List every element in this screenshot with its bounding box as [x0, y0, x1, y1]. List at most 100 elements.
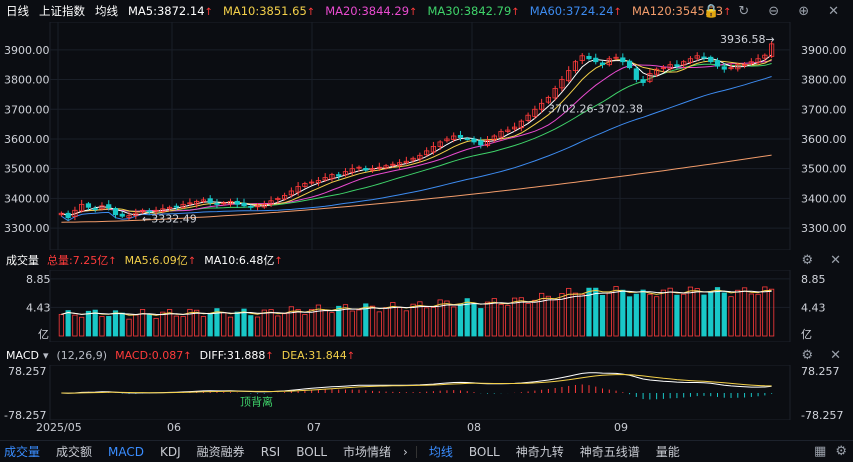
candle-body: [187, 202, 193, 205]
plus-icon[interactable]: ⊕: [798, 3, 810, 19]
gear-icon[interactable]: ⚙: [801, 347, 814, 363]
lock-icon[interactable]: 🔒: [703, 3, 720, 19]
ma5-value: MA5:3872.14↑: [128, 4, 213, 18]
volume-bar: [173, 315, 179, 337]
candle-body: [153, 209, 159, 212]
volume-bar: [214, 308, 220, 337]
volume-bar: [654, 296, 660, 337]
candle-body: [532, 108, 538, 117]
candle-body: [275, 197, 281, 200]
minus-icon[interactable]: ⊖: [768, 3, 780, 19]
volume-bar: [471, 303, 477, 337]
volume-bar: [106, 316, 112, 337]
candle-body: [769, 43, 775, 57]
tab-energy[interactable]: 量能: [655, 445, 680, 459]
tab-magic-five[interactable]: 神奇五线谱: [579, 445, 640, 459]
tab-macd[interactable]: MACD: [108, 444, 145, 459]
candle-body: [268, 200, 274, 205]
macd-chart[interactable]: 78.257 -78.257 78.257 -78.257 顶背离: [0, 365, 853, 420]
volume-bar: [329, 312, 335, 337]
volume-bar: [451, 306, 457, 337]
candle-body: [227, 200, 234, 205]
volume-bar: [613, 286, 619, 337]
volume-bar: [708, 291, 714, 337]
volume-bar: [660, 289, 666, 337]
volume-bar: [281, 313, 288, 337]
volume-bar: [261, 309, 267, 337]
price-tick-left: 3500.00: [4, 163, 50, 176]
volume-bar: [484, 301, 491, 337]
tab-sentiment[interactable]: 市场情绪: [343, 445, 392, 459]
candle-body: [755, 58, 761, 63]
candle-body: [552, 88, 558, 99]
ma-label[interactable]: 均线: [95, 4, 118, 18]
candle-body: [721, 66, 727, 70]
candle-body: [640, 79, 646, 83]
volume-bar: [559, 293, 565, 337]
volume-unit-right: 亿: [801, 328, 812, 341]
tab-rsi[interactable]: RSI: [260, 444, 281, 459]
macd-header: MACD ▾ (12,26,9) MACD:0.087↑ DIFF:31.888…: [0, 346, 853, 364]
tab-boll[interactable]: BOLL: [296, 444, 328, 459]
price-chart[interactable]: 3900.00 3900.00 3800.00 3800.00 3700.00 3700.…: [0, 22, 853, 250]
volume-bar: [525, 303, 531, 337]
chevron-right-icon[interactable]: ›: [403, 444, 408, 459]
high-label: 3936.58→: [720, 33, 775, 46]
candle-body: [309, 181, 315, 184]
volume-bar: [194, 309, 200, 337]
gear-icon[interactable]: ⚙: [801, 252, 814, 268]
refresh-icon[interactable]: ↻: [738, 3, 750, 19]
volume-bar: [180, 315, 186, 337]
volume-bar: [640, 289, 646, 337]
candle-body: [173, 205, 179, 208]
volume-ma5: MA5:6.09亿↑: [124, 254, 197, 267]
index-name[interactable]: 上证指数: [39, 4, 85, 18]
volume-bar: [606, 292, 612, 337]
volume-bar: [491, 298, 497, 337]
volume-bar: [464, 298, 470, 337]
volume-bar: [579, 293, 585, 337]
volume-chart[interactable]: 8.85 8.85 4.43 4.43 亿 亿: [0, 270, 853, 342]
tab-turnover[interactable]: 成交额: [56, 445, 93, 459]
volume-bar: [146, 314, 152, 337]
volume-bar: [288, 306, 294, 337]
candle-body: [92, 208, 98, 210]
price-tick-right: 3300.00: [801, 222, 847, 235]
volume-bar: [390, 302, 396, 337]
tab-boll-main[interactable]: BOLL: [468, 444, 500, 459]
candle-body: [424, 150, 430, 156]
tab-magic-nine[interactable]: 神奇九转: [515, 445, 564, 459]
volume-bar: [72, 314, 78, 337]
candle-body: [194, 200, 200, 205]
close-icon[interactable]: ✕: [830, 347, 841, 363]
tab-kdj[interactable]: KDJ: [160, 444, 181, 459]
volume-bar: [518, 297, 524, 337]
divider: [415, 445, 417, 458]
x-tick-label: 2025/05: [36, 421, 82, 434]
period-label[interactable]: 日线: [6, 4, 29, 18]
candle-body: [701, 56, 707, 59]
macd-tick-right-bottom: -78.257: [801, 409, 843, 420]
tab-margin[interactable]: 融资融券: [196, 445, 245, 459]
candle-body: [593, 57, 599, 63]
volume-bar: [681, 293, 687, 337]
grid-icon[interactable]: ▦: [814, 444, 827, 459]
tab-ma[interactable]: 均线: [428, 445, 453, 459]
chevron-down-icon[interactable]: ▾: [42, 348, 49, 362]
volume-bar: [511, 297, 518, 337]
tab-volume[interactable]: 成交量: [4, 445, 41, 459]
close-icon[interactable]: ✕: [830, 252, 841, 268]
gear-icon[interactable]: ⚙: [835, 444, 847, 459]
divergence-label: 顶背离: [240, 394, 273, 408]
price-tick-left: 3700.00: [4, 103, 50, 116]
volume-bar: [119, 312, 125, 337]
volume-bar: [417, 301, 423, 337]
candle-body: [728, 67, 734, 70]
volume-title[interactable]: 成交量: [6, 254, 39, 267]
candle-body: [620, 57, 626, 63]
bottom-toolbar: ▦ ⚙: [814, 444, 847, 459]
close-icon[interactable]: ✕: [828, 3, 839, 19]
volume-tick-left: 4.43: [26, 301, 51, 314]
macd-title[interactable]: MACD: [6, 348, 39, 362]
volume-frame: [49, 270, 791, 342]
